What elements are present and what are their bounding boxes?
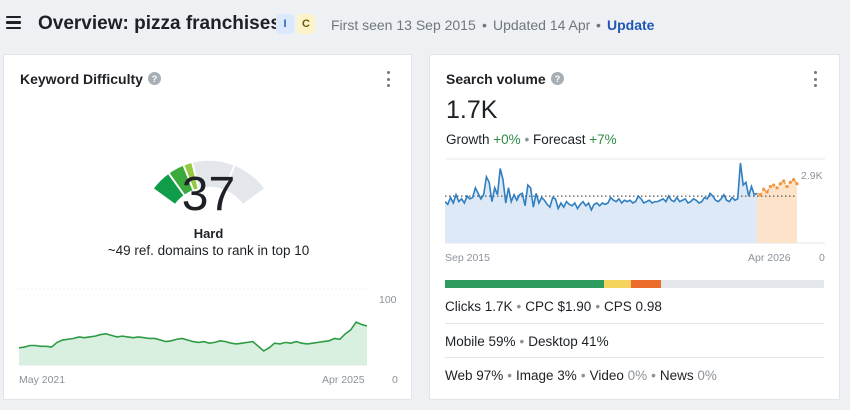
cpc-stat: CPC $1.90 xyxy=(525,299,592,314)
volume-history-line xyxy=(445,162,758,212)
separator-dot: • xyxy=(507,368,513,383)
forecast-point xyxy=(768,184,772,189)
web-stat: Web 97% xyxy=(445,368,504,383)
news-label: News xyxy=(659,368,694,383)
page-header: Overview: pizza franchises I C First see… xyxy=(0,0,850,46)
clicks-stats-row: Clicks 1.7K • CPC $1.90 • CPS 0.98 xyxy=(445,299,824,314)
forecast-point xyxy=(782,179,786,183)
separator-dot: • xyxy=(596,17,601,33)
cps-stat: CPS 0.98 xyxy=(604,299,662,314)
first-seen-date: First seen 13 Sep 2015 xyxy=(331,17,476,33)
separator-dot: • xyxy=(524,132,530,147)
forecast-value: +7% xyxy=(589,132,617,147)
card-title: Keyword Difficulty xyxy=(20,71,143,87)
y-axis-max-label: 2.9K xyxy=(801,170,823,182)
news-value: 0% xyxy=(697,368,717,383)
forecast-point xyxy=(785,184,789,189)
divider xyxy=(445,323,824,324)
difficulty-history-chart[interactable] xyxy=(19,287,399,367)
difficulty-label: Hard xyxy=(193,226,224,241)
forecast-point xyxy=(778,182,782,186)
help-icon[interactable]: ? xyxy=(148,72,161,85)
image-stat: Image 3% xyxy=(516,368,577,383)
clicks-stat: Clicks 1.7K xyxy=(445,299,513,314)
video-value: 0% xyxy=(627,368,648,383)
forecast-point xyxy=(762,187,766,191)
updated-date: Updated 14 Apr xyxy=(493,17,591,33)
separator-dot: • xyxy=(516,299,522,314)
forecast-point xyxy=(772,183,776,187)
clicks-split-bar xyxy=(445,280,824,288)
x-axis-start-label: Sep 2015 xyxy=(445,252,490,264)
difficulty-gauge xyxy=(151,159,267,207)
device-stats-row: Mobile 59% • Desktop 41% xyxy=(445,334,824,349)
search-type-stats-row: Web 97% • Image 3% • Video 0% • News 0% xyxy=(445,368,824,383)
x-axis-end-label: Apr 2026 xyxy=(748,252,791,264)
x-axis-end-label: Apr 2025 xyxy=(322,374,365,386)
more-options-icon[interactable] xyxy=(385,71,391,87)
search-volume-value: 1.7K xyxy=(446,96,498,124)
x-axis-start-label: May 2021 xyxy=(19,374,66,386)
split-bar-no-clicks xyxy=(661,280,824,288)
split-bar-cps xyxy=(630,280,661,288)
y-axis-min-label: 0 xyxy=(819,252,825,264)
split-bar-clicks xyxy=(445,280,605,288)
forecast-point xyxy=(795,182,799,186)
mobile-stat: Mobile 59% xyxy=(445,334,516,349)
page-title: Overview: pizza franchises xyxy=(38,13,281,34)
y-axis-min-label: 0 xyxy=(392,374,398,386)
growth-forecast-line: Growth +0% • Forecast +7% xyxy=(446,132,617,147)
search-volume-card: Search volume ? 1.7K Growth +0% • Foreca… xyxy=(429,54,840,400)
update-link[interactable]: Update xyxy=(607,17,655,33)
forecast-point xyxy=(792,177,796,182)
forecast-point xyxy=(775,186,779,190)
separator-dot: • xyxy=(519,334,525,349)
more-options-icon[interactable] xyxy=(812,71,818,87)
forecast-point xyxy=(758,193,762,197)
intent-badge-informational: I xyxy=(276,14,294,34)
video-label: Video xyxy=(589,368,624,383)
y-axis-max-label: 100 xyxy=(379,294,397,306)
growth-value: +0% xyxy=(493,132,521,147)
split-bar-cpc xyxy=(604,280,631,288)
separator-dot: • xyxy=(482,17,487,33)
volume-history-area xyxy=(445,163,757,243)
volume-forecast-area xyxy=(757,179,797,243)
separator-dot: • xyxy=(651,368,656,383)
desktop-stat: Desktop 41% xyxy=(528,334,609,349)
forecast-point xyxy=(788,180,792,184)
hamburger-menu-icon[interactable] xyxy=(6,16,21,29)
growth-label: Growth xyxy=(446,132,490,147)
ref-domains-note: ~49 ref. domains to rank in top 10 xyxy=(107,243,310,258)
forecast-label: Forecast xyxy=(532,132,586,147)
difficulty-score: 37 xyxy=(181,168,236,221)
keyword-difficulty-card: Keyword Difficulty ? 37 Hard ~49 ref. do… xyxy=(3,54,412,400)
forecast-point xyxy=(765,190,769,194)
separator-dot: • xyxy=(580,368,586,383)
difficulty-history-line xyxy=(19,321,368,352)
separator-dot: • xyxy=(595,299,601,314)
intent-badge-commercial: C xyxy=(297,14,315,34)
help-icon[interactable]: ? xyxy=(551,72,564,85)
card-title: Search volume xyxy=(446,71,546,87)
search-volume-chart[interactable] xyxy=(445,158,825,244)
divider xyxy=(445,357,824,358)
difficulty-history-area xyxy=(19,322,367,365)
gauge-segment xyxy=(223,163,267,207)
